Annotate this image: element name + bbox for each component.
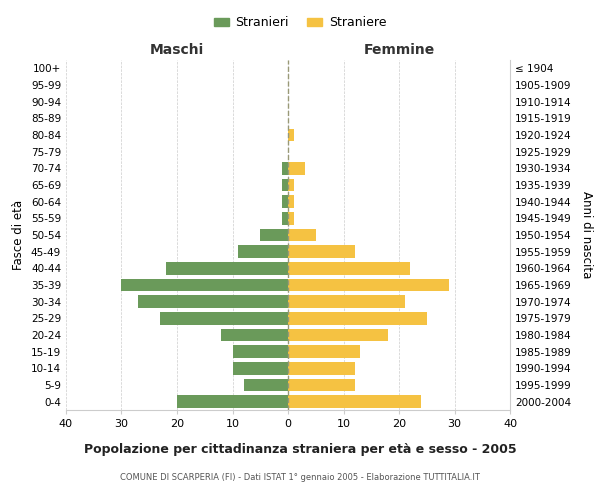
Bar [288, 362, 355, 374]
Bar [244, 379, 288, 391]
Bar [288, 196, 293, 208]
Text: Maschi: Maschi [150, 42, 204, 56]
Bar [221, 329, 288, 341]
Bar [288, 129, 293, 141]
Bar [233, 346, 288, 358]
Bar [288, 212, 293, 224]
Bar [288, 312, 427, 324]
Y-axis label: Fasce di età: Fasce di età [13, 200, 25, 270]
Text: COMUNE DI SCARPERIA (FI) - Dati ISTAT 1° gennaio 2005 - Elaborazione TUTTITALIA.: COMUNE DI SCARPERIA (FI) - Dati ISTAT 1°… [120, 472, 480, 482]
Bar [288, 329, 388, 341]
Bar [288, 346, 360, 358]
Bar [288, 262, 410, 274]
Bar [288, 379, 355, 391]
Bar [288, 179, 293, 192]
Bar [160, 312, 288, 324]
Bar [138, 296, 288, 308]
Bar [288, 229, 316, 241]
Bar [288, 296, 404, 308]
Bar [260, 229, 288, 241]
Y-axis label: Anni di nascita: Anni di nascita [580, 192, 593, 278]
Bar [166, 262, 288, 274]
Text: Femmine: Femmine [364, 42, 434, 56]
Bar [288, 162, 305, 174]
Bar [288, 396, 421, 408]
Bar [238, 246, 288, 258]
Bar [233, 362, 288, 374]
Bar [288, 279, 449, 291]
Text: Popolazione per cittadinanza straniera per età e sesso - 2005: Popolazione per cittadinanza straniera p… [83, 442, 517, 456]
Bar [283, 179, 288, 192]
Bar [283, 196, 288, 208]
Bar [121, 279, 288, 291]
Bar [288, 246, 355, 258]
Bar [283, 162, 288, 174]
Bar [283, 212, 288, 224]
Legend: Stranieri, Straniere: Stranieri, Straniere [209, 11, 391, 34]
Bar [177, 396, 288, 408]
